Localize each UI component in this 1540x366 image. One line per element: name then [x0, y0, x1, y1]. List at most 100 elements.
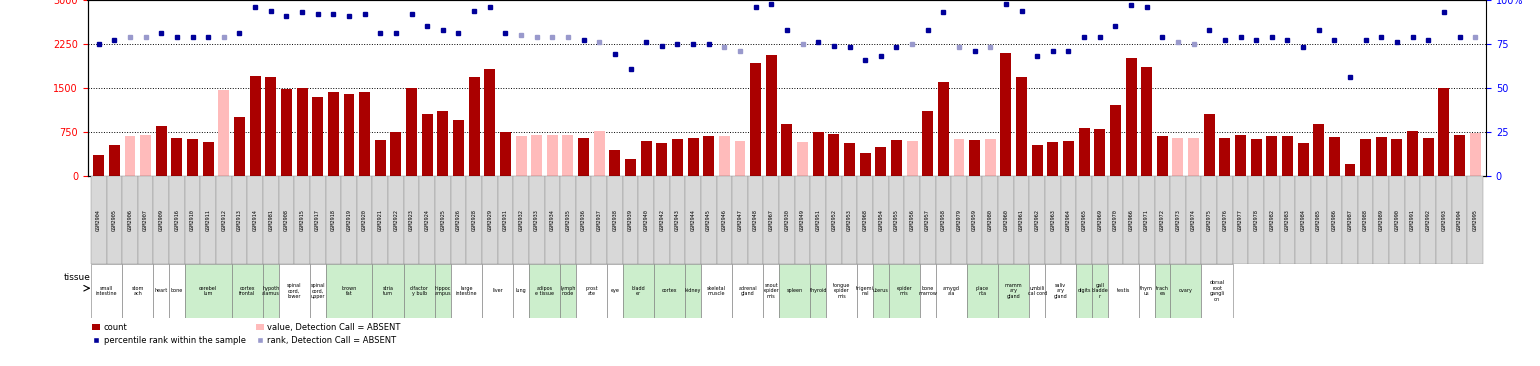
Bar [122, 176, 139, 264]
Text: large
intestine: large intestine [456, 286, 477, 296]
Bar [779, 264, 810, 318]
Text: GSM2968: GSM2968 [862, 209, 867, 231]
Bar [1063, 141, 1073, 176]
Text: GSM2931: GSM2931 [504, 209, 508, 231]
Bar [842, 176, 858, 264]
Bar [391, 132, 402, 176]
Text: GSM2945: GSM2945 [707, 209, 711, 231]
Text: GSM2954: GSM2954 [878, 209, 884, 231]
Bar [998, 176, 1013, 264]
Text: GSM2959: GSM2959 [972, 209, 978, 231]
Text: GSM2909: GSM2909 [159, 209, 163, 231]
Text: GSM2965: GSM2965 [1081, 209, 1087, 231]
Bar [1110, 105, 1121, 176]
Bar [889, 264, 919, 318]
Bar [279, 176, 294, 264]
Bar [342, 176, 357, 264]
Bar [1201, 264, 1232, 318]
Bar [904, 176, 919, 264]
Bar [1452, 176, 1468, 264]
Bar [280, 89, 293, 176]
Text: umbili
cal cord: umbili cal cord [1027, 286, 1047, 296]
Text: ovary: ovary [1178, 288, 1192, 294]
Bar [328, 92, 339, 176]
Text: GSM2919: GSM2919 [346, 209, 351, 231]
Bar [467, 176, 482, 264]
Text: GSM2977: GSM2977 [1238, 209, 1243, 231]
Bar [219, 90, 229, 176]
Bar [1298, 143, 1309, 176]
Bar [1250, 139, 1261, 176]
Bar [468, 77, 479, 176]
Text: GSM2953: GSM2953 [847, 209, 852, 231]
Bar [310, 264, 325, 318]
Bar [154, 264, 169, 318]
Text: snout
epider
mis: snout epider mis [764, 283, 779, 299]
Bar [654, 176, 670, 264]
Text: adrenal
gland: adrenal gland [739, 286, 758, 296]
Bar [419, 176, 434, 264]
Text: amygd
ala: amygd ala [942, 286, 959, 296]
Bar [1344, 164, 1355, 176]
Text: GSM2940: GSM2940 [644, 209, 648, 231]
Bar [1157, 136, 1167, 176]
Bar [1217, 176, 1232, 264]
Bar [935, 176, 952, 264]
Bar [935, 264, 967, 318]
Bar [1374, 176, 1389, 264]
Bar [967, 176, 983, 264]
Bar [422, 114, 433, 176]
Bar [969, 140, 979, 176]
Bar [813, 132, 824, 176]
Text: GSM2907: GSM2907 [143, 209, 148, 231]
Bar [701, 264, 732, 318]
Bar [451, 176, 467, 264]
Text: GSM2985: GSM2985 [1317, 209, 1321, 231]
Bar [1189, 138, 1200, 176]
Bar [825, 176, 842, 264]
Text: GSM2923: GSM2923 [410, 209, 414, 231]
Text: kidney: kidney [685, 288, 701, 294]
Bar [719, 137, 730, 176]
Bar [1343, 176, 1358, 264]
Bar [263, 264, 279, 318]
Text: liver: liver [493, 288, 504, 294]
Bar [1266, 136, 1277, 176]
Bar [1392, 139, 1403, 176]
Legend: count, percentile rank within the sample, value, Detection Call = ABSENT, rank, : count, percentile rank within the sample… [92, 322, 400, 345]
Bar [1092, 176, 1107, 264]
Bar [795, 176, 810, 264]
Bar [1107, 176, 1123, 264]
Bar [513, 176, 528, 264]
Bar [607, 264, 622, 318]
Bar [140, 135, 151, 176]
Text: GSM2964: GSM2964 [1066, 209, 1070, 231]
Text: GSM2951: GSM2951 [816, 209, 821, 231]
Bar [1311, 176, 1326, 264]
Text: stria
tum: stria tum [382, 286, 394, 296]
Text: GSM2958: GSM2958 [941, 209, 946, 231]
Text: bone: bone [171, 288, 183, 294]
Bar [670, 176, 685, 264]
Bar [1469, 133, 1480, 176]
Text: GSM2920: GSM2920 [362, 209, 367, 231]
Bar [1375, 137, 1388, 176]
Bar [1172, 138, 1183, 176]
Text: GSM2982: GSM2982 [1269, 209, 1274, 231]
Bar [231, 264, 263, 318]
Bar [1249, 176, 1264, 264]
Text: GSM2939: GSM2939 [628, 209, 633, 231]
Text: brown
fat: brown fat [342, 286, 357, 296]
Bar [1046, 176, 1061, 264]
Text: GSM2943: GSM2943 [675, 209, 681, 231]
Bar [500, 132, 511, 176]
Text: GSM2905: GSM2905 [112, 209, 117, 231]
Bar [528, 176, 545, 264]
Bar [171, 138, 182, 176]
Bar [810, 176, 825, 264]
Text: trigemi
nal: trigemi nal [856, 286, 875, 296]
Bar [610, 150, 621, 176]
Bar [359, 92, 370, 176]
Text: GSM2960: GSM2960 [1004, 209, 1009, 231]
Bar [203, 142, 214, 176]
